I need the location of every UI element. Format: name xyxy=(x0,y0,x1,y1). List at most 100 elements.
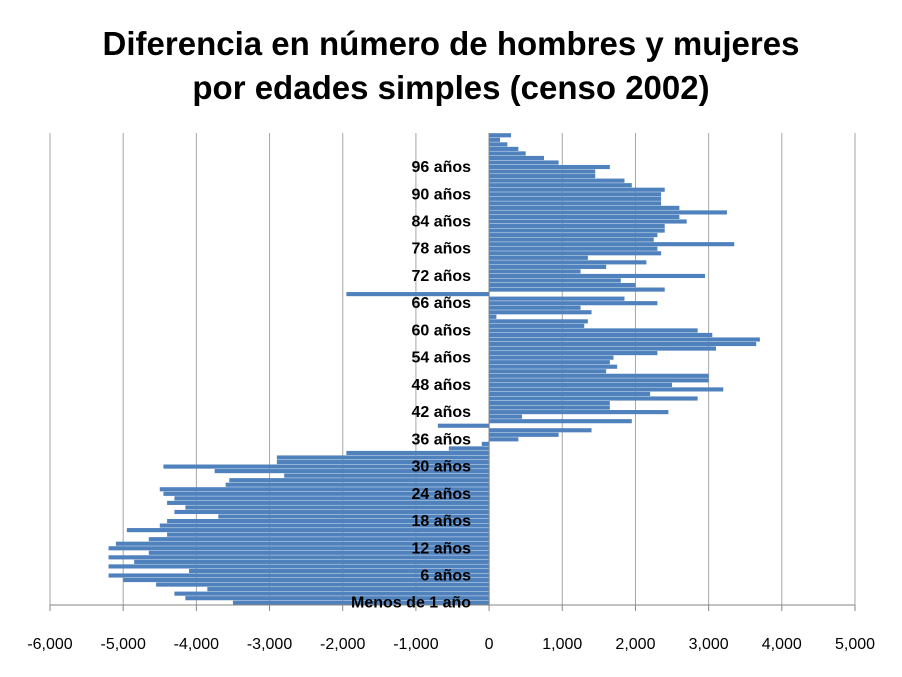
category-label: 48 años xyxy=(411,377,471,394)
bar xyxy=(489,332,713,338)
bar xyxy=(489,242,735,247)
category-label: 60 años xyxy=(411,322,471,339)
x-tick-label: -4,000 xyxy=(174,636,219,653)
x-tick-label: 3,000 xyxy=(689,636,729,653)
bar xyxy=(489,237,654,242)
bar xyxy=(489,337,760,342)
bar xyxy=(489,319,588,324)
bar xyxy=(123,577,490,583)
x-tick-label: 2,000 xyxy=(615,636,655,653)
bar xyxy=(108,546,490,551)
bar xyxy=(489,183,632,188)
bar xyxy=(489,201,662,206)
bar xyxy=(189,568,490,574)
bar xyxy=(489,310,592,315)
bar xyxy=(115,541,490,546)
bar xyxy=(489,273,705,279)
x-tick-label: -5,000 xyxy=(100,636,145,653)
bar xyxy=(489,405,610,410)
bar xyxy=(232,600,490,605)
bar xyxy=(489,369,607,374)
bar xyxy=(489,264,607,269)
bar xyxy=(489,382,673,387)
bar xyxy=(489,432,559,437)
bar xyxy=(489,214,680,220)
bar xyxy=(489,223,665,229)
category-label: 84 años xyxy=(411,214,471,231)
bar xyxy=(489,169,596,174)
bar xyxy=(489,378,709,383)
bar xyxy=(284,473,490,478)
bar xyxy=(489,174,596,179)
bar xyxy=(489,205,680,210)
x-axis: -6,000 -5,000 -4,000 -3,000 -2,000 -1,000 0 1,0… xyxy=(27,133,875,653)
bar xyxy=(489,142,508,147)
bar xyxy=(346,450,490,456)
bar xyxy=(489,305,581,310)
bar xyxy=(489,282,636,288)
category-label: 18 años xyxy=(411,513,471,530)
bar xyxy=(214,469,490,474)
category-label: 96 años xyxy=(411,159,471,176)
x-tick-label: -6,000 xyxy=(27,636,72,653)
bar xyxy=(489,364,618,369)
bar xyxy=(489,233,658,238)
bar xyxy=(489,301,658,306)
bar xyxy=(225,482,490,487)
bar xyxy=(489,137,501,142)
bar xyxy=(489,260,647,265)
bar xyxy=(489,323,585,328)
x-tick-label: -2,000 xyxy=(320,636,365,653)
bar xyxy=(156,582,490,587)
category-label: 54 años xyxy=(411,350,471,367)
bar xyxy=(489,278,621,283)
bar xyxy=(167,500,490,505)
bar xyxy=(489,246,658,251)
bar xyxy=(218,514,490,519)
chart-title: Diferencia en número de hombres y mujere… xyxy=(0,22,902,110)
x-tick-label: 1,000 xyxy=(542,636,582,653)
bar xyxy=(229,478,490,483)
bar xyxy=(489,196,662,201)
bar xyxy=(489,341,757,347)
category-label: 66 años xyxy=(411,295,471,312)
category-label: 72 años xyxy=(411,268,471,285)
bar xyxy=(159,487,490,492)
bar xyxy=(174,496,490,501)
category-label: Menos de 1 año xyxy=(351,595,471,612)
bar xyxy=(489,133,512,138)
bar xyxy=(437,423,490,428)
bar xyxy=(489,151,526,156)
chart-title-line-1: Diferencia en número de hombres y mujere… xyxy=(102,25,800,62)
bar xyxy=(108,573,490,578)
category-label: 30 años xyxy=(411,459,471,476)
bar xyxy=(276,459,490,465)
bar xyxy=(489,228,665,233)
bar xyxy=(489,255,588,260)
category-label: 90 años xyxy=(411,186,471,203)
bar-series xyxy=(108,133,760,605)
category-labels: Menos de 1 año 6 años 12 años 18 años 24 año… xyxy=(351,159,471,612)
bar xyxy=(489,210,727,215)
x-tick-label: -3,000 xyxy=(247,636,292,653)
bar xyxy=(489,346,716,351)
bar xyxy=(167,532,490,537)
category-label: 36 años xyxy=(411,431,471,448)
bar xyxy=(346,292,490,297)
bar xyxy=(489,351,658,356)
bar xyxy=(185,596,490,601)
bar xyxy=(489,419,632,424)
bar xyxy=(489,400,610,406)
bar xyxy=(489,410,669,415)
bar xyxy=(489,387,724,392)
bar xyxy=(108,555,490,560)
bar xyxy=(489,328,698,333)
bar xyxy=(489,192,662,197)
bar xyxy=(489,164,610,170)
bar xyxy=(489,187,665,192)
bar xyxy=(489,146,519,151)
x-tick-label: -1,000 xyxy=(393,636,438,653)
bar xyxy=(489,155,544,161)
bar xyxy=(489,160,559,165)
